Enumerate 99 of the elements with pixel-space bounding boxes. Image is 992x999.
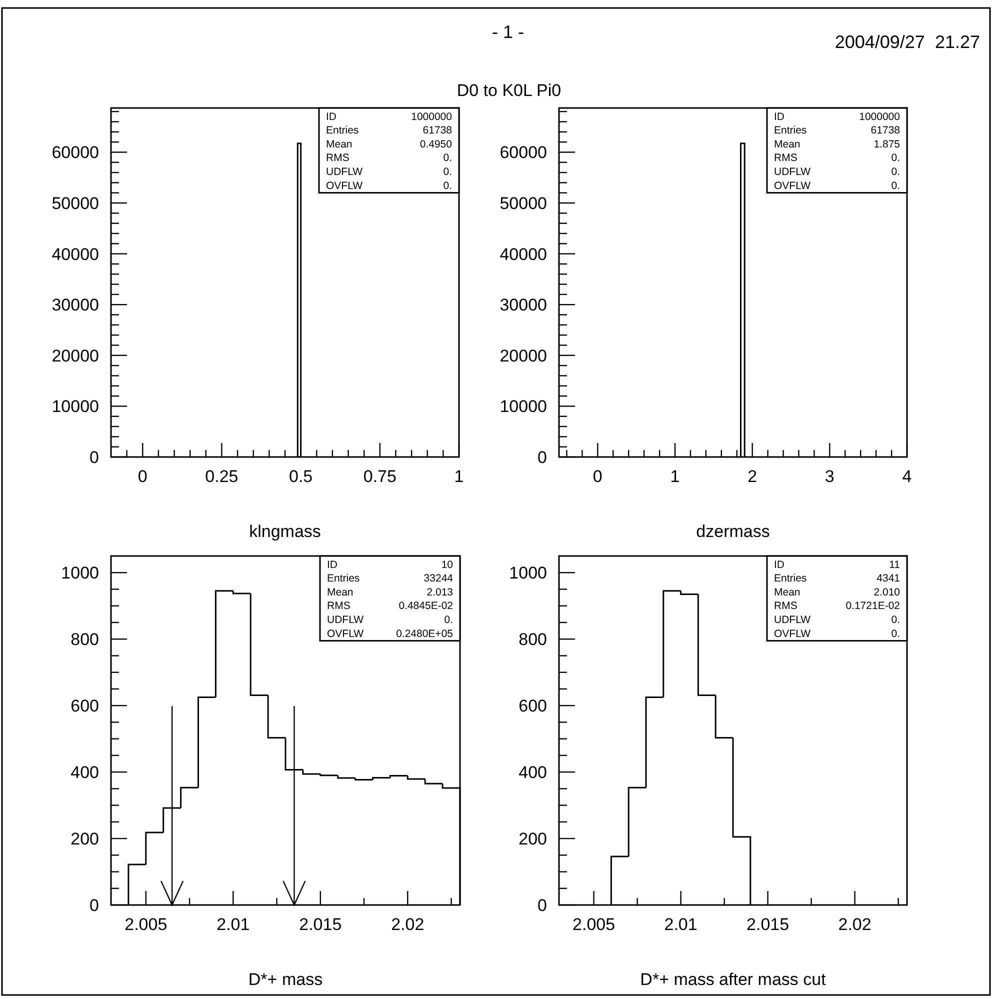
y-tick-label: 50000 <box>500 194 547 213</box>
annotation: 61738 <box>870 124 900 137</box>
annotation: RMS <box>774 600 798 612</box>
annotation: 0. <box>891 628 900 640</box>
y-tick-label: 30000 <box>500 296 547 315</box>
x-tick-label: 0.5 <box>289 467 313 486</box>
y-tick-label: 400 <box>70 763 99 782</box>
annotation: 1.875 <box>874 138 900 150</box>
y-tick-label: 200 <box>70 830 99 849</box>
x-tick-label: 2.015 <box>299 915 342 934</box>
y-tick-label: 200 <box>518 830 547 849</box>
annotation: 1000000 <box>859 110 900 123</box>
annotation: OVFLW <box>774 628 811 640</box>
y-tick-label: 10000 <box>500 397 547 416</box>
x-tick-label: 0 <box>138 467 148 486</box>
y-tick-label: 50000 <box>52 194 99 213</box>
annotation: ID <box>327 558 338 571</box>
annotation: Mean <box>774 138 800 150</box>
y-tick-label: 800 <box>70 630 99 650</box>
annotation: Mean <box>326 138 352 150</box>
x-axis-title: klngmass <box>249 522 321 541</box>
x-tick-label: 2.005 <box>572 915 616 934</box>
annotation: UDFLW <box>774 614 811 626</box>
y-tick-label: 20000 <box>52 346 99 366</box>
y-tick-label: 30000 <box>52 296 99 315</box>
x-tick-label: 2.01 <box>664 915 698 934</box>
annotation: 0. <box>443 180 452 192</box>
annotation: RMS <box>327 600 350 612</box>
annotation: 0. <box>891 152 900 164</box>
x-tick-label: 2 <box>748 467 758 486</box>
annotation: 2.013 <box>426 586 454 598</box>
y-tick-label: 10000 <box>52 397 99 416</box>
x-tick-label: 2.01 <box>216 915 250 934</box>
annotation: 11 <box>889 558 900 571</box>
annotation: 0.4950 <box>420 138 452 150</box>
x-tick-label: 1 <box>454 467 464 486</box>
x-axis-title: D*+ mass after mass cut <box>640 970 826 989</box>
y-tick-label: 0 <box>538 448 547 467</box>
annotation: 0.1721E-02 <box>846 600 900 612</box>
x-tick-label: 0.75 <box>363 467 396 486</box>
y-tick-label: 1000 <box>61 564 99 583</box>
y-tick-label: 1000 <box>509 564 547 583</box>
annotation: RMS <box>774 152 798 164</box>
text: D0 to K0L Pi0 <box>456 81 562 100</box>
x-tick-label: 2.005 <box>124 915 168 934</box>
annotation: UDFLW <box>326 166 363 178</box>
annotation: 0. <box>443 166 452 178</box>
y-tick-label: 0 <box>538 896 547 915</box>
annotation: Entries <box>774 124 807 137</box>
y-tick-label: 40000 <box>500 244 547 264</box>
annotation: 0. <box>443 152 452 164</box>
text: 2004/09/27 21.27 <box>834 32 980 52</box>
annotation: 0. <box>891 180 900 192</box>
annotation: 2.010 <box>874 586 900 598</box>
y-tick-label: 600 <box>518 696 547 716</box>
annotation: Entries <box>326 124 359 137</box>
x-tick-label: 2.02 <box>838 915 872 934</box>
annotation: UDFLW <box>327 614 364 626</box>
y-tick-label: 0 <box>90 448 99 467</box>
y-tick-label: 400 <box>518 763 547 782</box>
annotation: RMS <box>326 152 350 164</box>
annotation: UDFLW <box>774 166 811 178</box>
annotation: ID <box>774 110 785 123</box>
y-tick-label: 40000 <box>52 244 99 264</box>
x-axis-title: D*+ mass <box>248 970 323 989</box>
annotation: OVFLW <box>774 180 811 192</box>
y-tick-label: 0 <box>90 896 99 915</box>
annotation: Mean <box>774 586 800 598</box>
annotation: 0.4845E-02 <box>398 600 454 612</box>
annotation: Entries <box>774 572 807 585</box>
annotation: 0. <box>891 614 900 626</box>
annotation: 4341 <box>876 572 900 585</box>
x-axis-title: dzermass <box>696 522 770 541</box>
y-tick-label: 600 <box>70 696 99 716</box>
annotation: 33244 <box>424 572 454 585</box>
annotation: Entries <box>327 572 360 585</box>
x-tick-label: 0 <box>592 467 602 486</box>
annotation: 0. <box>444 614 453 626</box>
y-tick-label: 800 <box>518 630 547 650</box>
text: - 1 - <box>492 22 524 42</box>
annotation: 0.2480E+05 <box>396 628 454 640</box>
annotation: 10 <box>441 558 454 571</box>
x-tick-label: 2.02 <box>391 915 424 934</box>
y-tick-label: 20000 <box>500 346 547 366</box>
annotation: 61738 <box>422 124 452 137</box>
annotation: OVFLW <box>327 628 364 640</box>
annotation: ID <box>326 110 337 123</box>
annotation: ID <box>774 558 785 571</box>
y-tick-label: 60000 <box>500 143 547 162</box>
annotation: OVFLW <box>326 180 363 192</box>
x-tick-label: 2.015 <box>746 915 790 934</box>
annotation: Mean <box>327 586 354 598</box>
x-tick-label: 4 <box>902 467 912 486</box>
annotation: 1000000 <box>411 110 452 123</box>
x-tick-label: 3 <box>824 467 834 486</box>
annotation: 0. <box>891 166 900 178</box>
x-tick-label: 1 <box>670 467 680 486</box>
y-tick-label: 60000 <box>52 143 99 162</box>
x-tick-label: 0.25 <box>205 467 238 486</box>
